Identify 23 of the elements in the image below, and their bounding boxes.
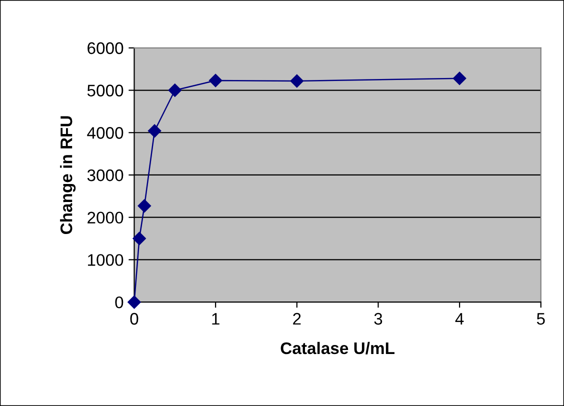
- y-tick-label: 6000: [88, 42, 124, 54]
- y-tick-label: 0: [115, 296, 124, 308]
- point: [208, 74, 222, 88]
- y-tick-label: 2000: [88, 212, 124, 224]
- y-tick-label: 4000: [87, 127, 124, 139]
- point: [148, 124, 162, 138]
- x-axis-title: Catalase U/mL: [280, 342, 394, 354]
- point: [128, 295, 141, 309]
- y-tick-label: 1000: [88, 254, 124, 266]
- x-tick-label: 4: [455, 313, 464, 325]
- point: [452, 72, 466, 85]
- y-tick-label: 5000: [87, 84, 124, 96]
- x-tick-label: 0: [130, 312, 138, 325]
- point: [138, 199, 151, 212]
- y-tick-label: 3000: [87, 169, 124, 182]
- x-tick-label: 2: [293, 312, 301, 325]
- point: [132, 232, 146, 246]
- y-axis-title: Change in RFU: [60, 116, 76, 234]
- x-tick-label: 3: [374, 312, 382, 325]
- x-tick-label: 1: [212, 313, 220, 325]
- point: [168, 84, 182, 97]
- point: [290, 74, 304, 88]
- x-tick-label: 5: [536, 313, 545, 325]
